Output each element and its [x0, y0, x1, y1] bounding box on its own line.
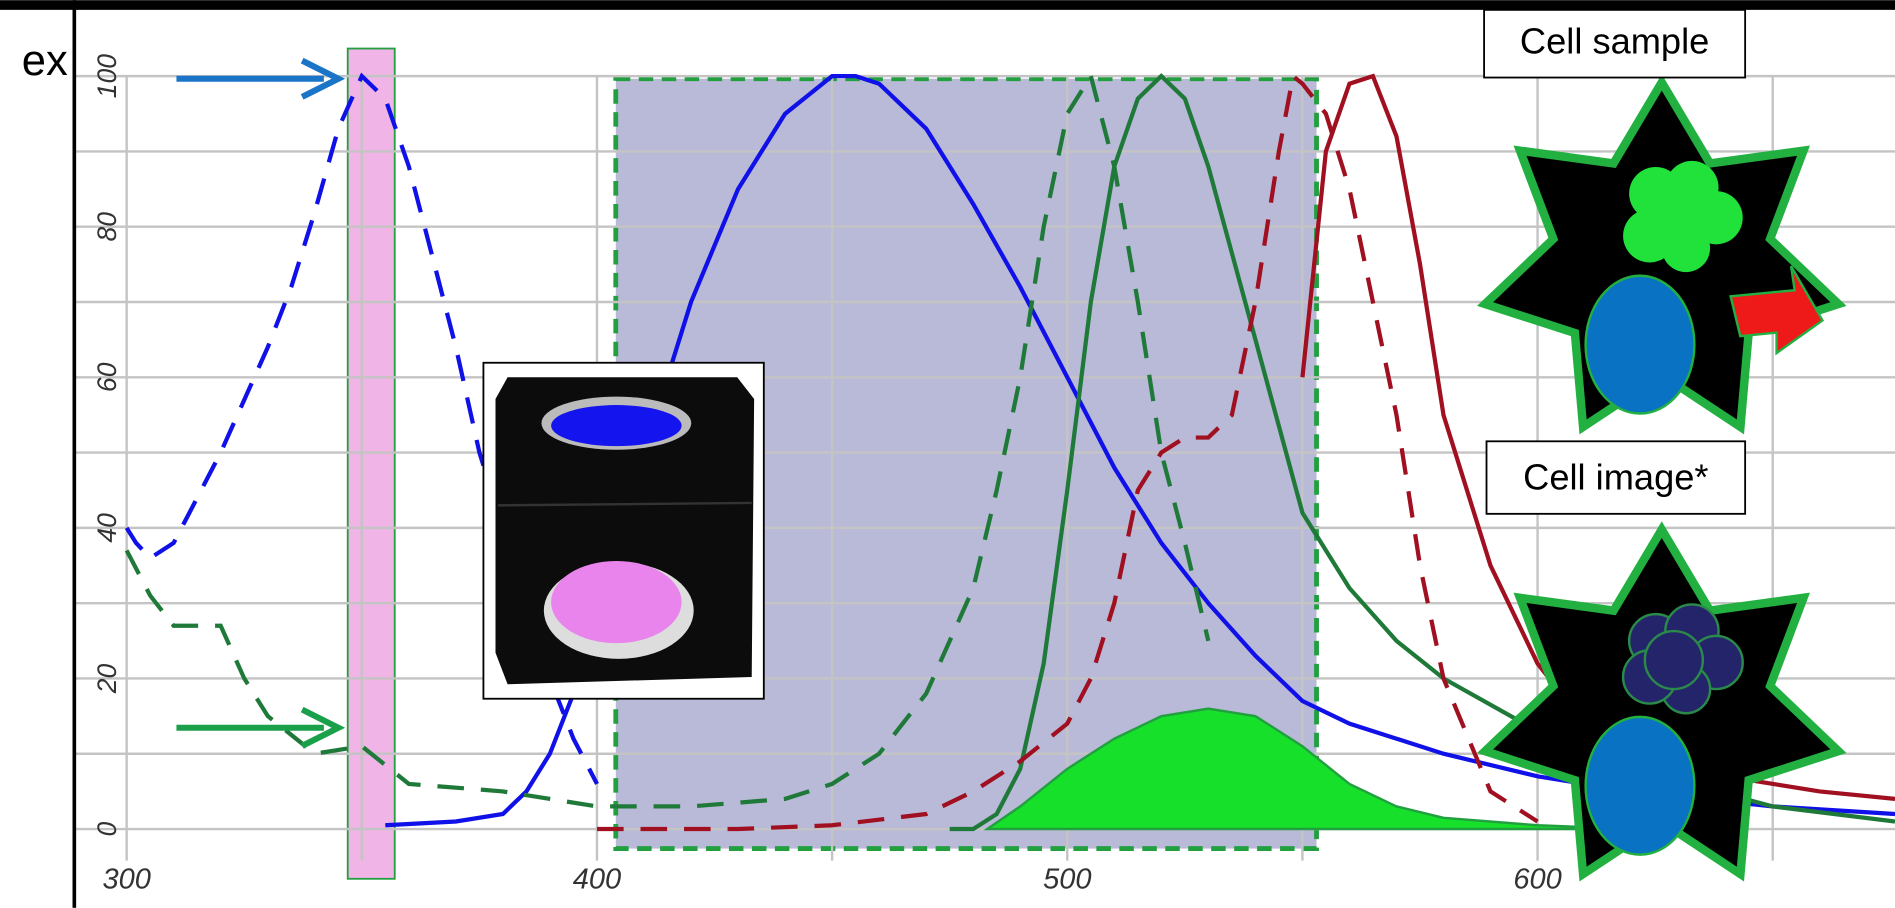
frame-left	[72, 0, 77, 908]
y-tick-label: 40	[92, 513, 122, 543]
label: Cell image*	[1523, 457, 1708, 498]
x-tick-label: 600	[1513, 863, 1561, 895]
x-tick-label: 300	[102, 863, 150, 895]
y-tick-label: 60	[92, 362, 122, 392]
filter-cube	[482, 361, 765, 700]
y-tick-label: 20	[92, 663, 122, 694]
band	[346, 47, 396, 880]
arrow	[176, 57, 346, 100]
top-bar	[0, 0, 1895, 10]
x-tick-label: 500	[1043, 863, 1091, 895]
arrow	[176, 706, 346, 749]
area	[983, 707, 1632, 831]
cell-sample: Cell sample	[1477, 8, 1847, 435]
x-tick-label: 400	[573, 863, 621, 895]
y-tick-label: 80	[92, 212, 122, 242]
y-tick-label: 0	[92, 821, 122, 836]
series-line	[949, 73, 1895, 832]
label: Cell sample	[1520, 20, 1709, 61]
series-line	[385, 73, 1895, 828]
cell-image: Cell image*	[1477, 440, 1847, 882]
series-line	[124, 70, 1211, 809]
side-text: ex	[22, 37, 68, 85]
y-tick-label: 100	[92, 54, 122, 99]
